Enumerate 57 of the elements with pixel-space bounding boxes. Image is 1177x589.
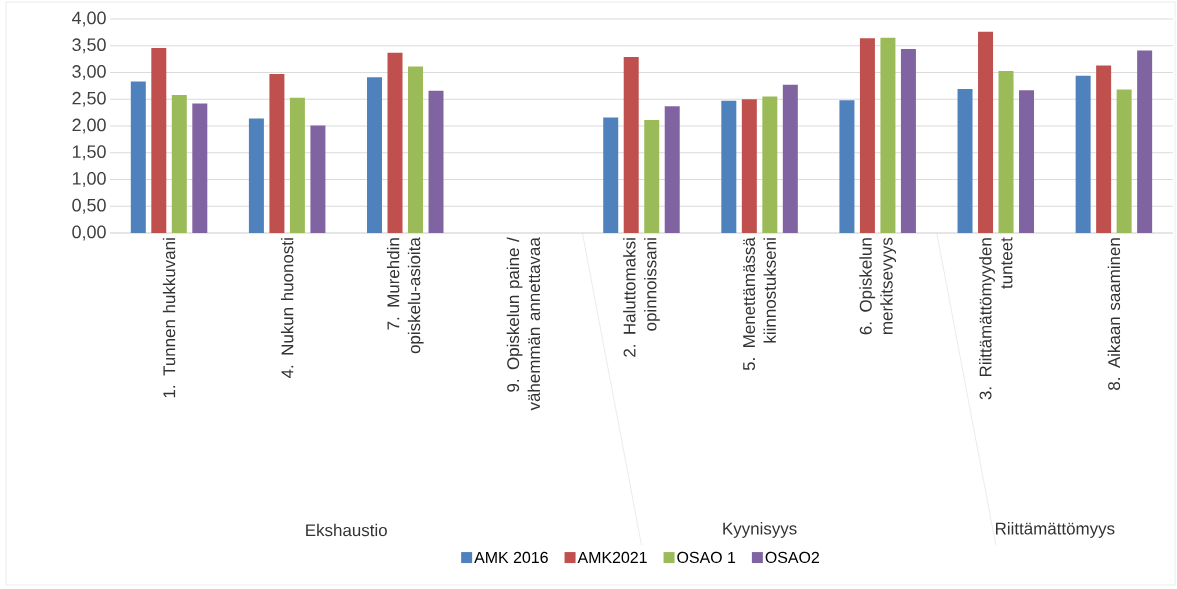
bar: [1075, 75, 1091, 233]
legend-label: OSAO2: [765, 551, 820, 564]
bar: [408, 66, 424, 233]
text: Riittämättömyys: [996, 522, 1115, 538]
x-tick-label: 7. Murehdin opiskelu-asioita: [386, 237, 424, 354]
y-tick-label: 0,50: [72, 198, 106, 214]
bar: [998, 70, 1014, 233]
x-tick-label: 9. Opiskelun paine / vähemmän annettavaa: [506, 237, 541, 411]
y-tick-label: 2,00: [72, 118, 106, 134]
x-tick-label: 8. Aikaan saaminen: [1107, 238, 1121, 390]
bar: [839, 100, 855, 233]
bar: [762, 96, 778, 233]
x-tick-label: 5. Menettämässä kiinnostukseni: [743, 237, 776, 371]
bar: [880, 37, 896, 233]
bar: [289, 97, 305, 233]
x-tick-label: 1. Tunnen hukkuvani: [162, 238, 176, 398]
bar: [171, 94, 187, 233]
bar: [859, 38, 875, 233]
bar: [367, 77, 383, 233]
bar: [603, 117, 619, 233]
legend-label: OSAO 1: [677, 551, 736, 564]
bar: [664, 106, 680, 233]
x-tick-label: 3. Riittämättömyyden tunteet: [979, 237, 1013, 400]
y-tick-label: 2,50: [72, 91, 106, 107]
bar: [387, 52, 403, 233]
x-tick-label: 2. Haluttomaksi opinnoissani: [623, 238, 660, 357]
bar: [1096, 65, 1112, 233]
bar: [130, 81, 146, 233]
bar: [741, 99, 757, 233]
bar: [957, 89, 973, 233]
bar: [721, 100, 737, 233]
y-tick-label: 3,00: [72, 65, 106, 80]
bar: [269, 74, 285, 233]
legend-label: AMK2021: [577, 551, 647, 564]
x-tick-label: 4. Nukun huonosti: [280, 238, 294, 379]
bar: [782, 84, 798, 233]
y-tick-label: 0,00: [72, 225, 106, 241]
y-tick-label: 1,50: [72, 145, 106, 161]
bar: [1019, 90, 1035, 233]
bar: [310, 125, 326, 233]
legend-label: AMK 2016: [474, 551, 548, 564]
bar: [900, 48, 916, 233]
bar: [1116, 89, 1132, 233]
bar: [248, 118, 264, 233]
bar: [1137, 50, 1153, 233]
y-tick-label: 1,00: [72, 172, 106, 187]
text: Kyynisyys: [723, 522, 797, 538]
bar: [151, 47, 167, 233]
y-tick-label: 4,00: [71, 11, 106, 27]
bar: [978, 31, 994, 233]
bar: [192, 103, 208, 233]
x-tick-label: 6. Opiskelun merkitsevyys: [859, 237, 897, 335]
bar: [623, 56, 639, 233]
bar: [428, 90, 444, 233]
text: Ekshaustio: [306, 523, 387, 537]
bar: [644, 120, 660, 233]
y-tick-label: 3,50: [72, 38, 106, 54]
